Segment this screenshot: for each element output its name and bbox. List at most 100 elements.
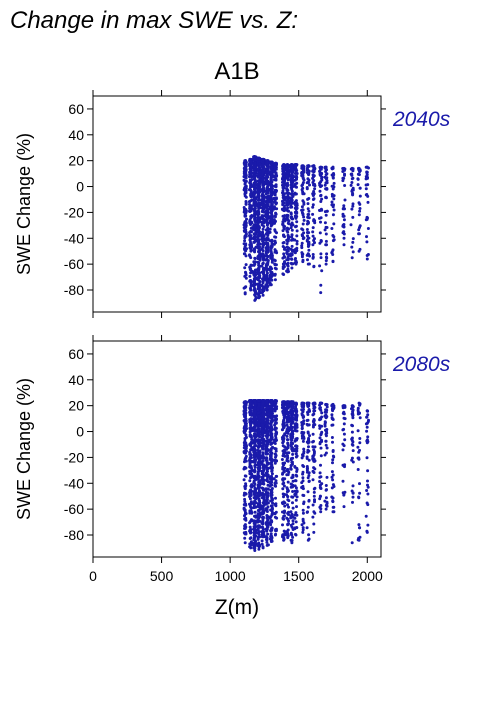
data-point — [301, 237, 305, 241]
data-point — [293, 449, 297, 453]
data-point — [265, 495, 269, 499]
data-point — [358, 207, 362, 210]
data-point — [289, 443, 293, 447]
data-point — [283, 214, 287, 218]
data-point — [248, 493, 252, 497]
data-point — [286, 218, 290, 222]
data-point — [330, 173, 334, 177]
data-point — [268, 480, 272, 484]
data-point — [323, 221, 327, 225]
data-point — [342, 204, 346, 208]
data-point — [270, 270, 274, 274]
data-point — [273, 484, 277, 488]
data-point — [331, 184, 335, 188]
data-point — [300, 481, 304, 485]
data-point — [262, 496, 266, 500]
data-point — [250, 185, 254, 189]
data-point — [262, 275, 266, 279]
data-point — [330, 413, 334, 417]
data-point — [274, 447, 278, 451]
data-point — [275, 231, 278, 235]
data-point — [293, 250, 297, 254]
data-point — [264, 492, 268, 496]
data-point — [357, 232, 361, 236]
data-point — [243, 484, 247, 488]
data-point — [331, 450, 335, 453]
data-point — [248, 452, 252, 455]
data-point — [264, 452, 268, 456]
data-point — [301, 511, 305, 515]
data-point — [257, 201, 260, 205]
data-point — [269, 494, 273, 497]
data-point — [349, 223, 353, 227]
point-column — [268, 399, 274, 543]
data-point — [273, 166, 277, 170]
data-point — [290, 512, 294, 516]
data-point — [312, 522, 316, 526]
data-point — [282, 422, 286, 426]
data-point — [257, 469, 261, 473]
data-point — [307, 436, 311, 440]
data-point — [249, 249, 253, 253]
data-point — [260, 247, 264, 251]
data-point — [261, 518, 265, 522]
data-point — [312, 164, 316, 168]
data-point — [293, 527, 297, 531]
data-point — [320, 175, 324, 179]
data-point — [306, 197, 310, 201]
data-point — [253, 460, 257, 464]
data-point — [249, 484, 253, 488]
data-point — [294, 498, 298, 502]
data-point — [307, 213, 311, 216]
data-point — [249, 404, 253, 408]
data-point — [266, 259, 270, 263]
data-point — [350, 181, 354, 184]
data-point — [301, 526, 305, 530]
data-point — [332, 197, 336, 201]
data-point — [242, 286, 246, 290]
point-column — [330, 165, 336, 264]
data-point — [253, 425, 257, 429]
data-point — [273, 199, 277, 203]
data-point — [249, 540, 253, 544]
data-point — [253, 287, 257, 291]
data-point — [261, 227, 265, 231]
data-point — [248, 174, 252, 178]
data-point — [331, 165, 335, 169]
data-point — [260, 539, 264, 543]
data-point — [331, 483, 335, 487]
data-point — [324, 262, 328, 266]
data-point — [252, 237, 256, 241]
data-point — [253, 232, 257, 236]
data-point — [306, 423, 310, 427]
data-point — [252, 263, 256, 267]
data-point — [257, 433, 261, 437]
point-column — [252, 155, 258, 302]
data-point — [260, 535, 264, 539]
data-point — [253, 399, 257, 402]
data-point — [265, 212, 269, 216]
data-point — [244, 466, 248, 470]
data-point — [282, 454, 286, 458]
data-point — [295, 248, 299, 252]
data-point — [324, 410, 328, 414]
data-point — [307, 408, 311, 411]
data-point — [257, 217, 261, 221]
data-point — [250, 171, 254, 175]
y-tick-label: 60 — [68, 101, 84, 117]
data-point — [266, 473, 269, 476]
data-point — [243, 418, 247, 422]
data-point — [249, 240, 252, 244]
data-point — [301, 260, 305, 264]
data-point — [318, 485, 322, 489]
data-point — [318, 480, 322, 483]
data-point — [269, 448, 273, 452]
data-point — [256, 210, 260, 214]
data-point — [318, 264, 322, 268]
data-point — [305, 457, 309, 460]
data-point — [300, 427, 304, 431]
data-point — [302, 450, 306, 454]
period-label: 2080s — [392, 353, 451, 376]
data-point — [301, 181, 305, 185]
data-point — [331, 423, 335, 427]
